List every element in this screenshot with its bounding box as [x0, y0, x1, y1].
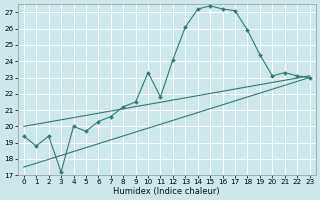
X-axis label: Humidex (Indice chaleur): Humidex (Indice chaleur) — [113, 187, 220, 196]
